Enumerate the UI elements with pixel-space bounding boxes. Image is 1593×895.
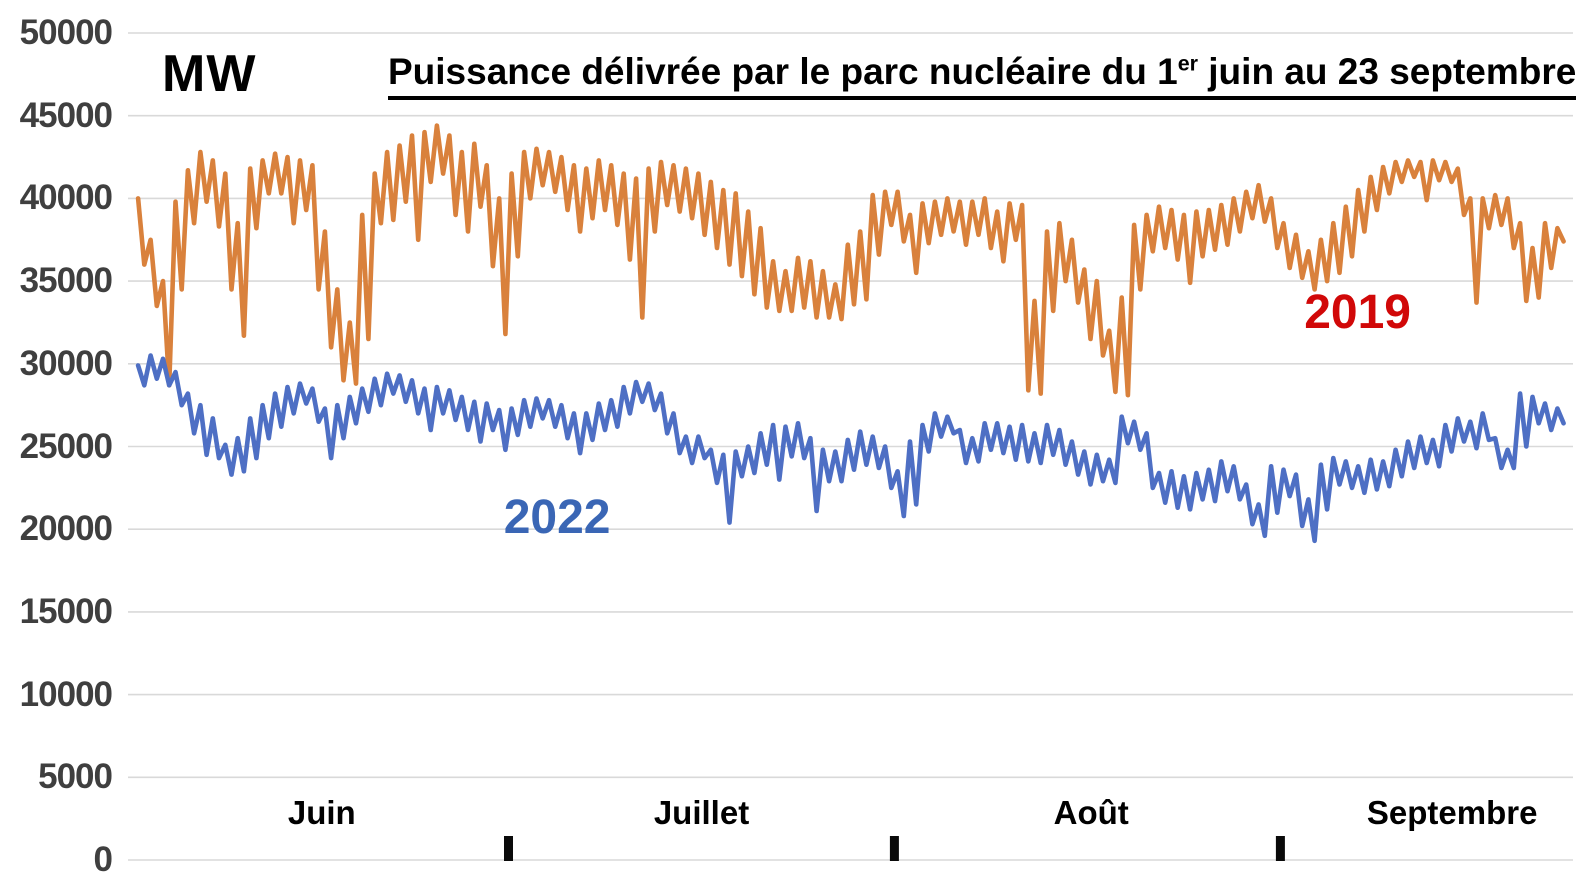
chart-title-superscript: er [1177, 51, 1198, 76]
chart-title-text: Puissance délivrée par le parc nucléaire… [388, 51, 1178, 92]
y-axis-tick-label: 45000 [19, 95, 113, 135]
series-line-2022 [135, 353, 1566, 544]
series-label-2022: 2022 [503, 490, 611, 544]
y-axis-tick-label: 10000 [19, 674, 113, 714]
month-label-juillet: Juillet [653, 794, 750, 831]
month-tick-mark [504, 836, 513, 861]
month-label-juin: Juin [287, 794, 356, 831]
month-label-septembre: Septembre [1366, 794, 1538, 831]
series-label-2019: 2019 [1304, 285, 1411, 339]
y-axis-tick-label: 20000 [19, 508, 113, 548]
chart-title: Puissance délivrée par le parc nucléaire… [388, 51, 1577, 100]
y-axis-tick-label: 50000 [19, 12, 113, 52]
y-axis-tick-label: 15000 [19, 591, 113, 631]
y-axis-tick-label: 0 [93, 839, 113, 879]
y-axis-tick-label: 40000 [19, 178, 113, 218]
series-line-2019 [135, 123, 1566, 398]
y-axis-tick-label: 30000 [19, 343, 113, 383]
chart-title-suffix: juin au 23 septembre [1198, 51, 1577, 92]
y-axis-unit-label: MW [162, 45, 257, 103]
month-tick-mark [1275, 836, 1285, 861]
month-label-août: Août [1053, 794, 1129, 831]
y-axis-tick-label: 25000 [19, 426, 113, 466]
y-axis-tick-label: 35000 [19, 260, 113, 300]
month-tick-mark [889, 836, 899, 861]
y-axis-tick-label: 5000 [38, 757, 113, 797]
